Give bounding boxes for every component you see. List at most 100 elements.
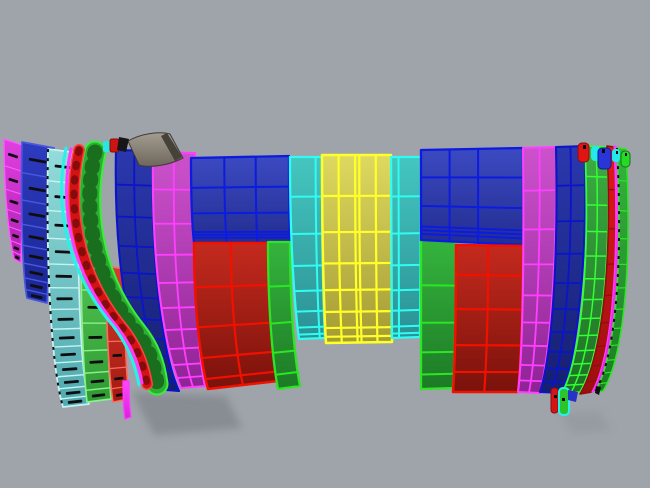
- label-strip-blue-label-mark: [28, 212, 46, 218]
- strip-green-outline-right-row-line: [610, 344, 619, 347]
- label-strip-red-label-mark: [112, 353, 122, 358]
- left-sweep-cyan-line[interactable]: [60, 146, 141, 387]
- label-strip-green-row-line: [85, 387, 111, 391]
- label-strip-magenta-wedge-label-mark: [10, 218, 19, 224]
- label-strip-green-label-mark: [88, 335, 103, 339]
- label-strip-cyan-row-line: [58, 385, 86, 390]
- sliver-black-bottom-right[interactable]: [595, 386, 601, 395]
- band-yellow-center-row-line: [324, 310, 392, 314]
- band-magenta-right-col-line: [528, 147, 541, 393]
- strip-green-outline-right-surface: [594, 147, 629, 393]
- band-cyan-left-row-line: [297, 325, 325, 329]
- band-green-right-row-line: [420, 350, 455, 354]
- band-cyan-left-col-line: [314, 156, 321, 339]
- strip-green-outline-right-row-line: [606, 359, 616, 361]
- band-yellow-center-col-line: [358, 154, 363, 343]
- band-green-left[interactable]: [266, 240, 302, 391]
- band-cyan-left-row-line: [292, 264, 323, 268]
- tail-dot-black-1[interactable]: [554, 395, 557, 398]
- section-red-left[interactable]: [192, 241, 280, 391]
- band-yellow-center-row-line: [325, 334, 392, 338]
- band-cyan-right-col-line: [397, 156, 400, 338]
- label-strip-magenta-wedge[interactable]: [3, 138, 23, 264]
- dot-black-4[interactable]: [625, 153, 627, 156]
- section-blue-right-row-line: [420, 229, 524, 236]
- strip-green-outline-right-row-line: [603, 371, 612, 374]
- band-green-grid-right-col-line: [570, 146, 598, 393]
- band-cyan-right[interactable]: [389, 155, 423, 340]
- label-strip-cyan-label-mark: [63, 379, 79, 384]
- band-magenta-left-col-line: [172, 152, 194, 388]
- label-strip-blue[interactable]: [20, 141, 55, 304]
- label-strip-blue-label-mark: [28, 157, 47, 164]
- section-red-right-row-line: [455, 307, 523, 311]
- section-red-right[interactable]: [451, 243, 525, 394]
- label-strip-cyan-label-mark: [55, 274, 73, 278]
- wedge-black-top-left[interactable]: [117, 137, 129, 152]
- label-strip-magenta-wedge-row-line: [8, 225, 22, 232]
- strip-red-right-edge-row-line: [591, 364, 603, 368]
- label-strip-blue-label-mark: [28, 235, 45, 241]
- tab-red-top-right[interactable]: [577, 142, 590, 163]
- label-strip-cyan-row-line: [53, 345, 82, 348]
- band-yellow-center-col-line: [337, 154, 343, 343]
- section-blue-right[interactable]: [419, 146, 525, 247]
- section-blue-left-surface: [189, 154, 292, 245]
- label-strip-cyan-row-line: [60, 395, 88, 400]
- section-red-right-row-line: [455, 273, 523, 277]
- label-strip-blue-label-mark: [29, 270, 44, 277]
- label-strip-cyan-label-mark: [58, 336, 75, 340]
- band-yellow-center-row-line: [325, 326, 392, 330]
- tab-cyan2-top-right[interactable]: [612, 149, 620, 162]
- label-strip-magenta-wedge-row-line: [6, 208, 22, 215]
- band-cyan-left-row-line: [294, 289, 324, 293]
- band-magenta-right[interactable]: [516, 145, 558, 395]
- tail-blue-piece[interactable]: [568, 390, 578, 402]
- label-strip-blue-row-line: [23, 262, 50, 269]
- label-strip-cyan-row-line: [54, 360, 83, 364]
- label-strip-magenta-wedge-row-line: [12, 250, 22, 256]
- band-cyan-left[interactable]: [288, 155, 327, 341]
- section-red-right-col-line: [483, 245, 490, 393]
- tab-blue-top-right[interactable]: [597, 147, 612, 170]
- label-strip-green-label-mark: [89, 360, 104, 364]
- detail-shapes-layer: [103, 132, 631, 416]
- section-blue-left-col-line: [223, 157, 228, 244]
- magenta-sliver-left[interactable]: [122, 380, 132, 420]
- band-cyan-right-row-line: [391, 331, 421, 335]
- tail-green-piece[interactable]: [558, 387, 570, 416]
- left-sweep-green-rungs[interactable]: [82, 144, 165, 392]
- left-sweep-magenta-line[interactable]: [65, 147, 144, 385]
- label-strip-cyan-row-line: [51, 327, 81, 330]
- label-strip-blue-row-line: [25, 288, 48, 296]
- label-strip-cyan-label-mark: [67, 399, 83, 404]
- label-strip-magenta-wedge-label-mark: [13, 246, 20, 251]
- magenta-sliver-left-surface: [122, 380, 132, 420]
- tail-dot-black-2[interactable]: [562, 398, 565, 401]
- band-green-right[interactable]: [419, 238, 458, 391]
- label-strip-magenta-wedge-label-mark: [7, 152, 19, 159]
- cap-cyan-top-left[interactable]: [103, 141, 111, 152]
- tail-red-piece[interactable]: [550, 387, 559, 414]
- label-strip-cyan-label-mark: [56, 297, 73, 301]
- strip-red-right-edge-row-line: [585, 379, 598, 383]
- dot-black-2[interactable]: [602, 149, 605, 153]
- band-yellow-center-row-line: [323, 261, 392, 265]
- label-strip-green-label-mark: [90, 379, 105, 384]
- dot-black-3[interactable]: [616, 151, 618, 154]
- band-yellow-center[interactable]: [320, 153, 394, 345]
- left-sweep-red-rungs[interactable]: [70, 146, 151, 388]
- dot-black-1[interactable]: [583, 145, 586, 149]
- section-blue-left-row-line: [192, 211, 290, 215]
- tab-green-top-right[interactable]: [620, 150, 631, 168]
- band-cyan-left-row-line: [295, 309, 324, 313]
- section-blue-left[interactable]: [189, 154, 292, 245]
- band-cyan-right-row-line: [391, 263, 421, 267]
- strip-green-outline-right[interactable]: [594, 147, 629, 393]
- gray-curl-fold[interactable]: [161, 133, 182, 161]
- section-blue-right-row-line: [420, 225, 524, 232]
- band-green-left-row-line: [275, 370, 298, 376]
- band-green-left-row-line: [268, 284, 291, 288]
